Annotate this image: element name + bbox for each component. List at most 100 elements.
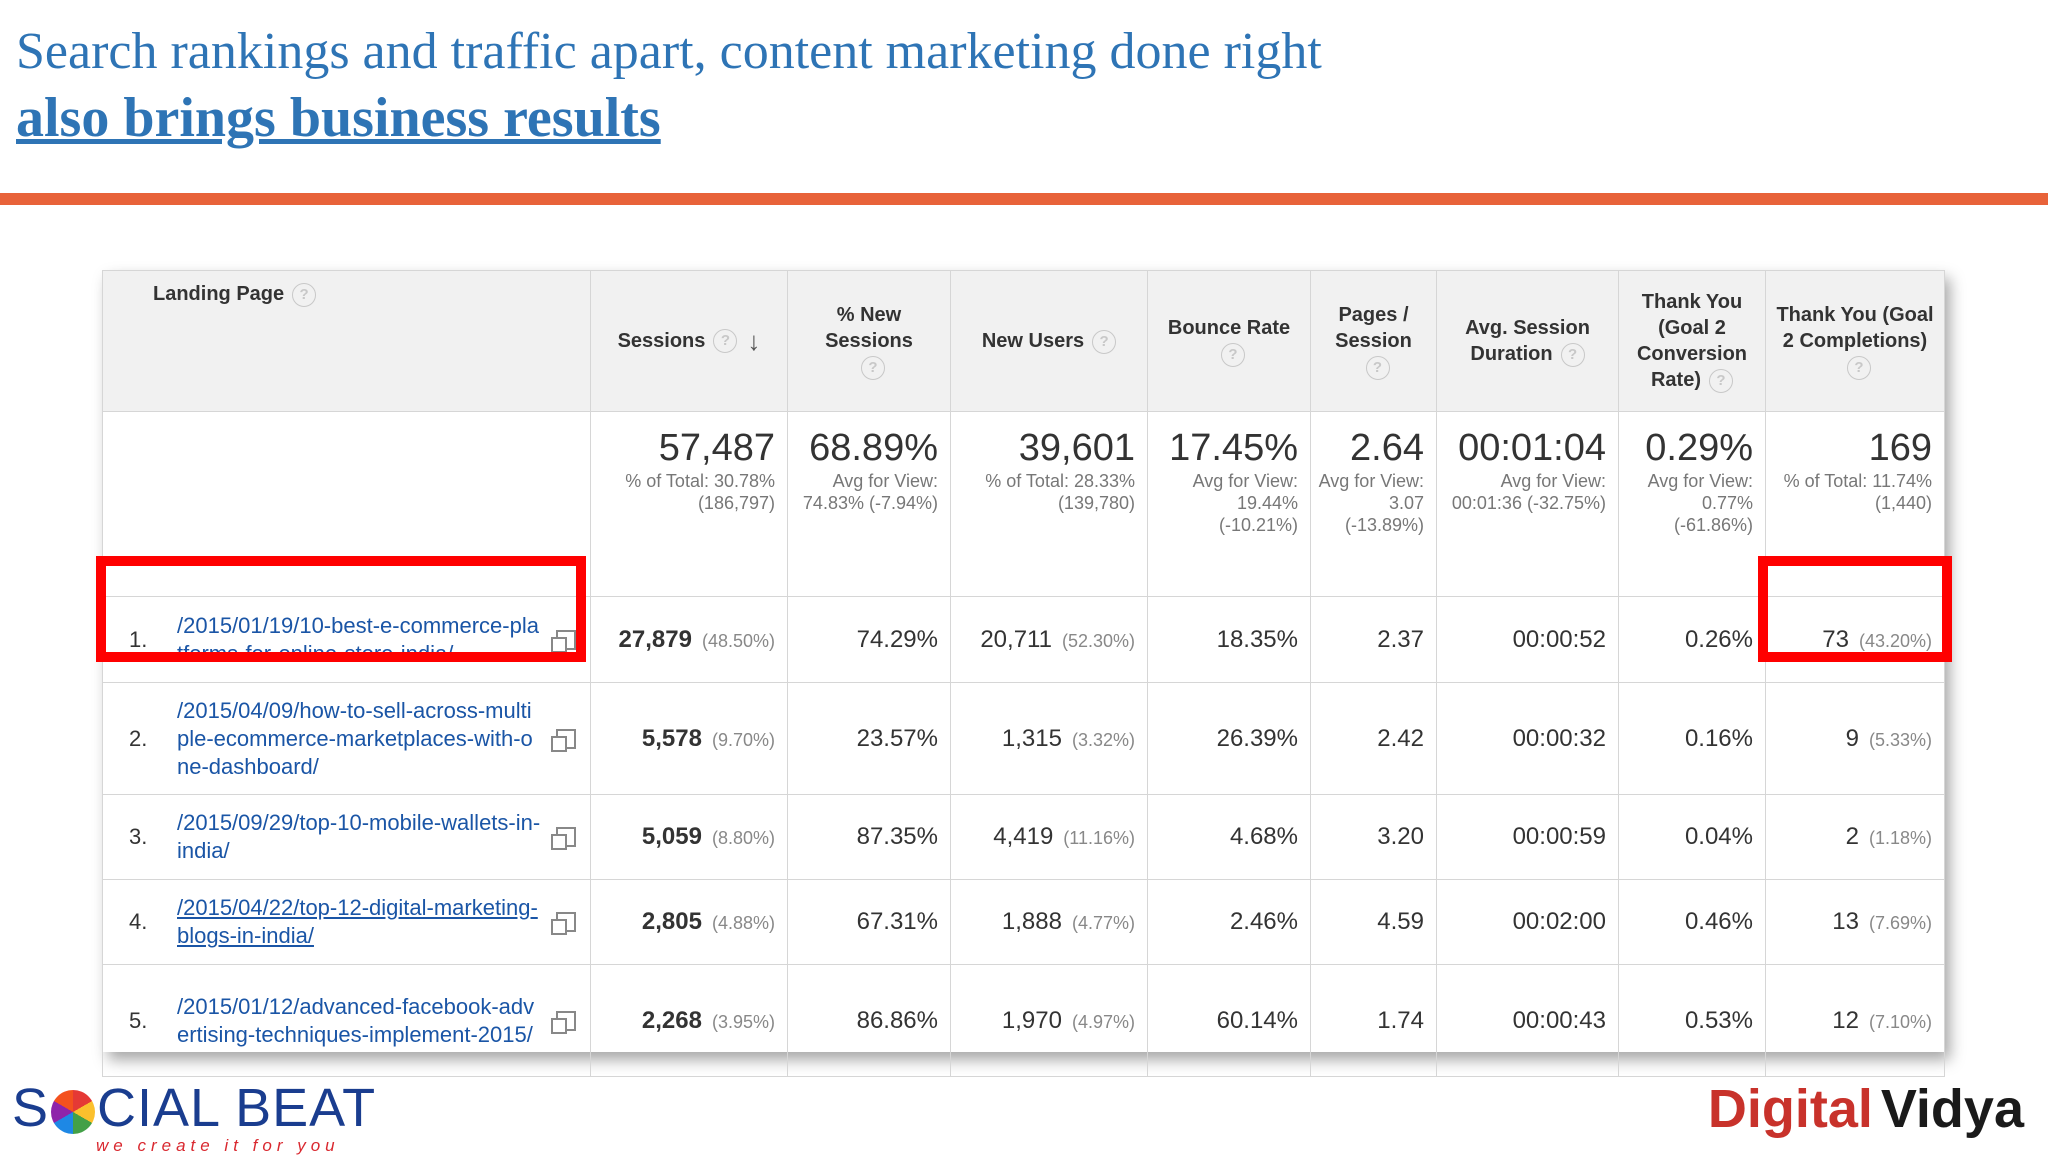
- pages-session-cell: 1.74: [1310, 964, 1437, 1077]
- help-icon[interactable]: ?: [861, 355, 885, 380]
- summary-cell-sessions: 57,487% of Total: 30.78% (186,797): [590, 411, 788, 597]
- summary-value: 57,487: [658, 427, 775, 469]
- help-icon[interactable]: ?: [1847, 355, 1871, 380]
- summary-subtext: % of Total: 30.78% (186,797): [625, 471, 775, 513]
- completions-value: 2: [1845, 823, 1859, 850]
- sessions-cell: 2,268 (3.95%): [590, 964, 788, 1077]
- col-header-new-sessions[interactable]: % New Sessions?: [787, 270, 951, 412]
- col-header-sessions[interactable]: Sessions? ↓: [590, 270, 788, 412]
- new-users-cell: 4,419 (11.16%): [950, 794, 1148, 880]
- header-label: Sessions: [617, 329, 706, 352]
- summary-value: 0.29%: [1645, 427, 1753, 469]
- sessions-value: 2,805: [641, 908, 702, 935]
- sessions-cell: 5,059 (8.80%): [590, 794, 788, 880]
- header-label: % New Sessions: [825, 304, 913, 352]
- avg-duration-cell: 00:00:32: [1436, 682, 1619, 795]
- new-users-value: 1,888: [1001, 908, 1062, 935]
- landing-page-link[interactable]: /2015/09/29/top-10-mobile-wallets-in-ind…: [177, 810, 541, 863]
- col-header-avg-session-duration[interactable]: Avg. Session Duration?: [1436, 270, 1619, 412]
- summary-subtext: Avg for View: 74.83% (-7.94%): [802, 471, 938, 513]
- new-users-value: 1,315: [1001, 724, 1062, 752]
- landing-page-link[interactable]: /2015/04/22/top-12-digital-marketing-blo…: [177, 895, 538, 948]
- col-header-bounce-rate[interactable]: Bounce Rate?: [1147, 270, 1311, 412]
- help-icon[interactable]: ?: [1092, 329, 1117, 354]
- new-users-percent: (11.16%): [1063, 828, 1135, 848]
- help-icon[interactable]: ?: [1709, 368, 1733, 393]
- open-external-icon[interactable]: [551, 728, 576, 752]
- help-icon[interactable]: ?: [292, 282, 317, 307]
- header-label: Landing Page: [153, 283, 285, 305]
- new-users-percent: (4.77%): [1071, 913, 1135, 933]
- col-header-new-users[interactable]: New Users?: [950, 270, 1148, 412]
- col-header-landing-page[interactable]: Landing Page?: [102, 270, 591, 412]
- summary-subtext: % of Total: 28.33% (139,780): [985, 471, 1135, 513]
- new-users-cell: 1,888 (4.77%): [950, 879, 1148, 965]
- new-users-percent: (52.30%): [1061, 630, 1135, 651]
- row-number: 4.: [129, 909, 148, 934]
- title-divider: [0, 193, 2048, 205]
- avg-duration-cell: 00:00:59: [1436, 794, 1619, 880]
- completions-percent: (7.10%): [1868, 1011, 1932, 1032]
- pages-session-cell: 4.59: [1310, 879, 1437, 965]
- landing-page-table: Landing Page? Sessions? ↓ % New Sessions?…: [102, 270, 1945, 1077]
- sessions-percent: (8.80%): [711, 828, 775, 848]
- bounce-rate-cell: 18.35%: [1147, 596, 1311, 683]
- highlight-box-landing-page: [96, 556, 586, 662]
- help-icon[interactable]: ?: [713, 329, 738, 354]
- col-header-goal2-completions[interactable]: Thank You (Goal 2 Completions)?: [1765, 270, 1945, 412]
- summary-value: 17.45%: [1169, 427, 1298, 469]
- completions-value: 9: [1845, 724, 1859, 752]
- completions-value: 12: [1832, 1006, 1859, 1034]
- new-sessions-cell: 74.29%: [787, 596, 951, 683]
- col-header-goal2-conversion-rate[interactable]: Thank You (Goal 2 Conversion Rate)?: [1618, 270, 1766, 412]
- summary-subtext: Avg for View: 19.44% (-10.21%): [1192, 471, 1298, 535]
- landing-page-link[interactable]: /2015/01/12/advanced-facebook-advertisin…: [177, 993, 535, 1047]
- open-external-icon[interactable]: [551, 827, 576, 850]
- new-users-value: 1,970: [1001, 1006, 1062, 1034]
- help-icon[interactable]: ?: [1365, 355, 1390, 380]
- sessions-cell: 27,879 (48.50%): [590, 596, 788, 683]
- help-icon[interactable]: ?: [1560, 342, 1585, 367]
- analytics-table-screenshot: Landing Page? Sessions? ↓ % New Sessions?…: [102, 270, 1945, 1077]
- landing-page-cell: 5. /2015/01/12/advanced-facebook-adverti…: [102, 964, 591, 1077]
- logo-wordmark: S CIAL BEAT: [12, 1080, 376, 1136]
- open-external-icon[interactable]: [551, 629, 576, 653]
- summary-subtext: Avg for View: 3.07 (-13.89%): [1318, 471, 1424, 535]
- header-label: New Users: [981, 330, 1085, 352]
- logo-text-vidya: Vidya: [1880, 1079, 2024, 1139]
- new-sessions-cell: 67.31%: [787, 879, 951, 965]
- new-users-percent: (4.97%): [1071, 1011, 1135, 1032]
- completions-cell: 12 (7.10%): [1765, 964, 1945, 1077]
- landing-page-link[interactable]: /2015/04/09/how-to-sell-across-multiple-…: [177, 697, 533, 779]
- sessions-cell: 2,805 (4.88%): [590, 879, 788, 965]
- social-beat-logo: S CIAL BEAT we create it for you: [12, 1080, 376, 1156]
- table-row: 4. /2015/04/22/top-12-digital-marketing-…: [102, 879, 1945, 965]
- summary-cell-pages-session: 2.64 Avg for View: 3.07 (-13.89%): [1310, 411, 1437, 597]
- highlight-box-completions: [1758, 556, 1952, 662]
- summary-value: 169: [1868, 427, 1932, 469]
- completions-percent: (1.18%): [1868, 828, 1932, 848]
- open-external-icon[interactable]: [551, 1010, 576, 1034]
- summary-cell-new-users: 39,601% of Total: 28.33% (139,780): [950, 411, 1148, 597]
- sessions-cell: 5,578 (9.70%): [590, 682, 788, 795]
- summary-value: 00:01:04: [1458, 427, 1606, 469]
- logo-tagline: we create it for you: [96, 1136, 340, 1155]
- logo-text: CIAL BEAT: [97, 1078, 377, 1138]
- logo-burst-icon: [51, 1089, 96, 1134]
- sort-descending-icon[interactable]: ↓: [747, 326, 761, 357]
- new-sessions-cell: 87.35%: [787, 794, 951, 880]
- logo-text-digital: Digital: [1707, 1079, 1873, 1139]
- help-icon[interactable]: ?: [1221, 342, 1245, 367]
- summary-subtext: Avg for View: 0.77% (-61.86%): [1647, 471, 1753, 535]
- open-external-icon[interactable]: [551, 912, 576, 935]
- avg-duration-cell: 00:00:52: [1436, 596, 1619, 683]
- conv-rate-cell: 0.26%: [1618, 596, 1766, 683]
- completions-value: 13: [1832, 908, 1859, 935]
- landing-page-cell: 2. /2015/04/09/how-to-sell-across-multip…: [102, 682, 591, 795]
- bounce-rate-cell: 2.46%: [1147, 879, 1311, 965]
- slide-title-line2: also brings business results: [16, 87, 661, 149]
- summary-cell-bounce-rate: 17.45% Avg for View: 19.44% (-10.21%): [1147, 411, 1311, 597]
- slide-title-line1: Search rankings and traffic apart, conte…: [16, 23, 1322, 80]
- col-header-pages-session[interactable]: Pages / Session?: [1310, 270, 1437, 412]
- completions-percent: (5.33%): [1868, 729, 1932, 750]
